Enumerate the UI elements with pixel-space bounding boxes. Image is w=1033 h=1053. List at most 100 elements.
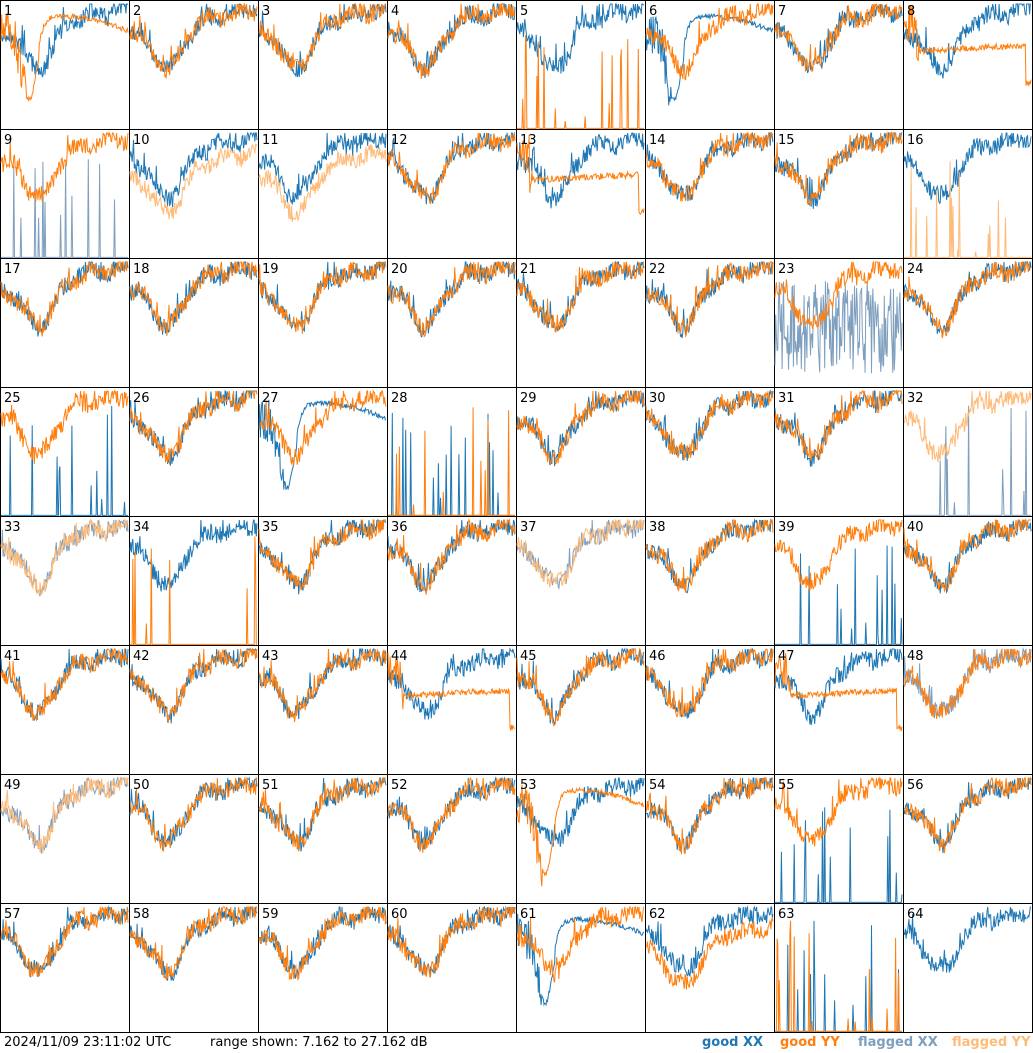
panel-label: 10: [133, 133, 150, 148]
trace-yy-31: [774, 389, 903, 462]
trace-yy-32: [903, 390, 1032, 463]
trace-yy-1: [0, 12, 129, 102]
trace-yy-33: [0, 518, 129, 595]
trace-yy-52: [387, 776, 516, 853]
trace-xx-53: [516, 777, 645, 847]
trace-yy-6: [645, 2, 774, 81]
trace-yy-21: [516, 261, 644, 333]
trace-xx-16: [903, 132, 1032, 204]
trace-yy-28: [388, 407, 515, 516]
panel-label: 8: [907, 4, 915, 19]
trace-yy-29: [516, 390, 645, 466]
panel-31: 31: [774, 387, 904, 517]
trace-yy-39: [774, 519, 903, 592]
panel-9: 9: [0, 129, 130, 259]
trace-yy-58: [129, 906, 257, 980]
panel-label: 16: [907, 133, 924, 148]
panel-46: 46: [645, 645, 775, 775]
panel-frame: [387, 0, 517, 130]
panel-45: 45: [516, 645, 646, 775]
trace-yy-59: [258, 906, 387, 981]
trace-yy-50: [129, 776, 258, 852]
panel-frame: [129, 0, 259, 130]
panel-label: 28: [391, 391, 408, 406]
panel-44: 44: [387, 645, 517, 775]
trace-yy-56: [903, 776, 1032, 854]
panel-48: 48: [903, 645, 1033, 775]
panel-8: 8: [903, 0, 1033, 130]
panel-60: 60: [387, 903, 517, 1033]
panel-41: 41: [0, 645, 130, 775]
trace-yy-35: [258, 519, 386, 591]
panel-20: 20: [387, 258, 517, 388]
panel-label: 64: [907, 907, 924, 922]
panel-label: 14: [649, 133, 666, 148]
trace-yy-17: [0, 261, 128, 337]
trace-yy-10: [129, 143, 258, 220]
panel-label: 42: [133, 649, 150, 664]
panel-label: 4: [391, 4, 399, 19]
panel-frame: [0, 387, 130, 517]
panel-frame: [645, 258, 775, 388]
panel-frame: [258, 903, 388, 1033]
panel-frame: [129, 645, 259, 775]
legend-flagged-xx: flagged XX: [858, 1035, 938, 1050]
legend-good-xx: good XX: [702, 1035, 764, 1050]
trace-yy-18: [129, 261, 258, 336]
panel-58: 58: [129, 903, 259, 1033]
trace-yy-8: [903, 4, 1032, 87]
panel-40: 40: [903, 516, 1033, 646]
panel-label: 2: [133, 4, 141, 19]
panel-label: 56: [907, 778, 924, 793]
trace-yy-34: [130, 536, 257, 645]
panel-frame: [129, 774, 259, 904]
trace-yy-22: [645, 261, 774, 339]
panel-label: 54: [649, 778, 666, 793]
panel-55: 55: [774, 774, 904, 904]
panel-frame: [516, 903, 646, 1033]
panel-frame: [903, 258, 1033, 388]
timestamp: 2024/11/09 23:11:02 UTC: [4, 1035, 172, 1050]
panel-57: 57: [0, 903, 130, 1033]
trace-xx-62: [645, 905, 774, 978]
panel-4: 4: [387, 0, 517, 130]
panel-label: 33: [4, 520, 21, 535]
trace-yy-12: [387, 132, 516, 205]
panel-label: 27: [262, 391, 279, 406]
panel-label: 30: [649, 391, 666, 406]
trace-xx-5: [516, 3, 645, 74]
panel-label: 3: [262, 4, 270, 19]
trace-yy-44: [387, 652, 516, 731]
trace-xx-9: [1, 159, 128, 258]
panel-12: 12: [387, 129, 517, 259]
panel-label: 63: [778, 907, 795, 922]
trace-yy-25: [0, 389, 129, 465]
trace-xx-1: [0, 3, 129, 78]
trace-yy-2: [129, 2, 258, 79]
panel-43: 43: [258, 645, 388, 775]
panel-63: 63: [774, 903, 904, 1033]
panel-frame: [516, 387, 646, 517]
trace-yy-51: [258, 777, 386, 852]
panel-label: 18: [133, 262, 150, 277]
panel-frame: [387, 516, 517, 646]
panel-64: 64: [903, 903, 1033, 1033]
trace-xx-64: [903, 906, 1031, 973]
trace-xx-39: [775, 545, 903, 645]
panel-label: 6: [649, 4, 657, 19]
panel-label: 60: [391, 907, 408, 922]
panel-34: 34: [129, 516, 259, 646]
panel-6: 6: [645, 0, 775, 130]
panel-frame: [645, 645, 775, 775]
trace-yy-23: [774, 260, 903, 329]
panel-label: 41: [4, 649, 21, 664]
panel-label: 31: [778, 391, 795, 406]
trace-yy-57: [0, 906, 129, 977]
panel-29: 29: [516, 387, 646, 517]
panel-label: 5: [520, 4, 528, 19]
trace-yy-13: [516, 134, 645, 216]
panel-label: 26: [133, 391, 150, 406]
panel-36: 36: [387, 516, 517, 646]
trace-yy-7: [774, 3, 903, 72]
trace-yy-53: [516, 784, 645, 887]
